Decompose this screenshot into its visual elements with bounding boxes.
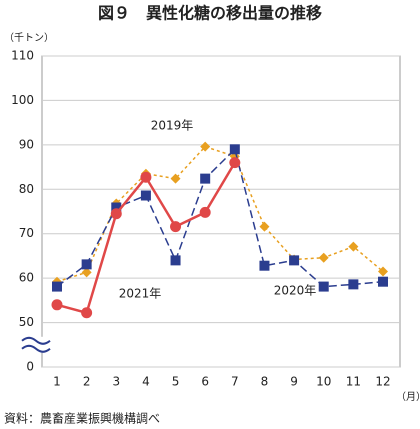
axis-break-gap: [22, 336, 52, 353]
y-tick-label: 0: [26, 360, 34, 374]
axis-break: [21, 336, 51, 345]
marker: [110, 208, 122, 220]
y-tick-label: 100: [11, 93, 34, 107]
marker: [229, 144, 240, 155]
source: 資料：農畜産業振興機構調べ: [4, 411, 160, 426]
marker: [229, 157, 241, 169]
series-label: 2020年: [274, 284, 317, 298]
axis-break: [21, 344, 51, 353]
marker: [259, 260, 270, 271]
x-tick-label: 8: [261, 375, 269, 389]
x-tick-label: 6: [201, 375, 209, 389]
marker: [170, 173, 181, 184]
marker: [52, 281, 62, 292]
marker: [111, 202, 122, 213]
y-tick-label: 80: [19, 182, 34, 196]
x-tick-label: 9: [290, 375, 298, 389]
y-tick-label: 110: [11, 49, 34, 63]
y-tick-label: 50: [19, 315, 34, 329]
marker: [199, 206, 211, 218]
x-tick-label: 3: [112, 375, 120, 389]
x-tick-label: 12: [375, 375, 390, 389]
x-tick-label: 5: [172, 375, 180, 389]
x-tick-label: 11: [346, 375, 361, 389]
series-label: 2021年: [119, 287, 162, 301]
marker: [140, 190, 151, 201]
marker: [200, 173, 211, 184]
marker: [81, 307, 93, 319]
marker: [378, 266, 388, 277]
x-tick-label: 4: [142, 375, 150, 389]
chart-title: 図９ 異性化糖の移出量の推移: [98, 4, 322, 23]
x-tick-label: 1: [53, 375, 61, 389]
x-unit: （月）: [396, 391, 420, 403]
marker: [318, 281, 329, 292]
marker: [348, 241, 359, 252]
marker: [200, 141, 211, 152]
marker: [378, 276, 388, 287]
marker: [348, 279, 359, 290]
marker: [170, 255, 181, 266]
marker: [51, 299, 63, 311]
marker: [289, 255, 300, 266]
y-tick-label: 90: [19, 137, 34, 151]
x-tick-label: 10: [316, 375, 331, 389]
marker: [81, 259, 92, 270]
plot-frame: [41, 55, 401, 368]
marker: [259, 221, 270, 232]
x-tick-label: 7: [231, 375, 239, 389]
series-line: [56, 145, 384, 283]
marker: [170, 221, 182, 233]
series-label: 2019年: [151, 119, 194, 133]
y-tick-label: 70: [19, 226, 34, 240]
marker: [81, 267, 92, 278]
marker: [318, 252, 329, 263]
y-tick-label: 60: [19, 271, 34, 285]
x-tick-label: 2: [83, 375, 91, 389]
y-unit: （千トン）: [4, 32, 54, 44]
series-line: [56, 147, 384, 288]
marker: [140, 171, 152, 183]
